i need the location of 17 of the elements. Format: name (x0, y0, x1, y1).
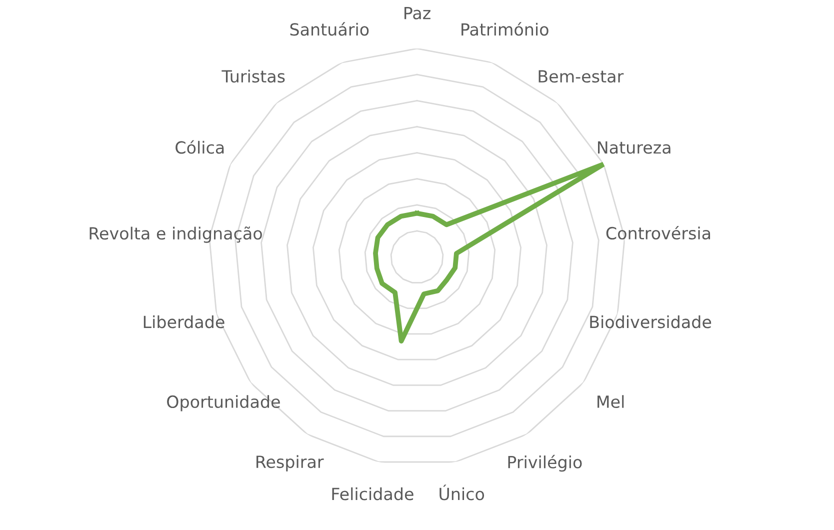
spoke-label: Turistas (222, 70, 285, 83)
spoke-label: Revolta e indignação (90, 226, 262, 243)
spoke-label: Felicidade (332, 487, 414, 500)
spoke-label: Bem-estar (538, 70, 624, 83)
spoke-label: Cólica (176, 140, 224, 154)
spoke-label: Mel (598, 395, 624, 408)
spoke-label: Natureza (598, 141, 670, 154)
spoke-label: Liberdade (144, 315, 224, 328)
spoke-label: Biodiversidade (590, 315, 712, 328)
spoke-label: Privilégio (508, 454, 582, 472)
spoke-label: Santuário (290, 22, 369, 36)
spoke-label: Único (440, 484, 484, 500)
spoke-label: Oportunidade (167, 395, 280, 412)
spoke-label: Respirar (256, 455, 324, 472)
spoke-label: Controvérsia (606, 226, 710, 240)
spoke-label: Património (462, 22, 548, 36)
spoke-label: Paz (404, 6, 430, 20)
